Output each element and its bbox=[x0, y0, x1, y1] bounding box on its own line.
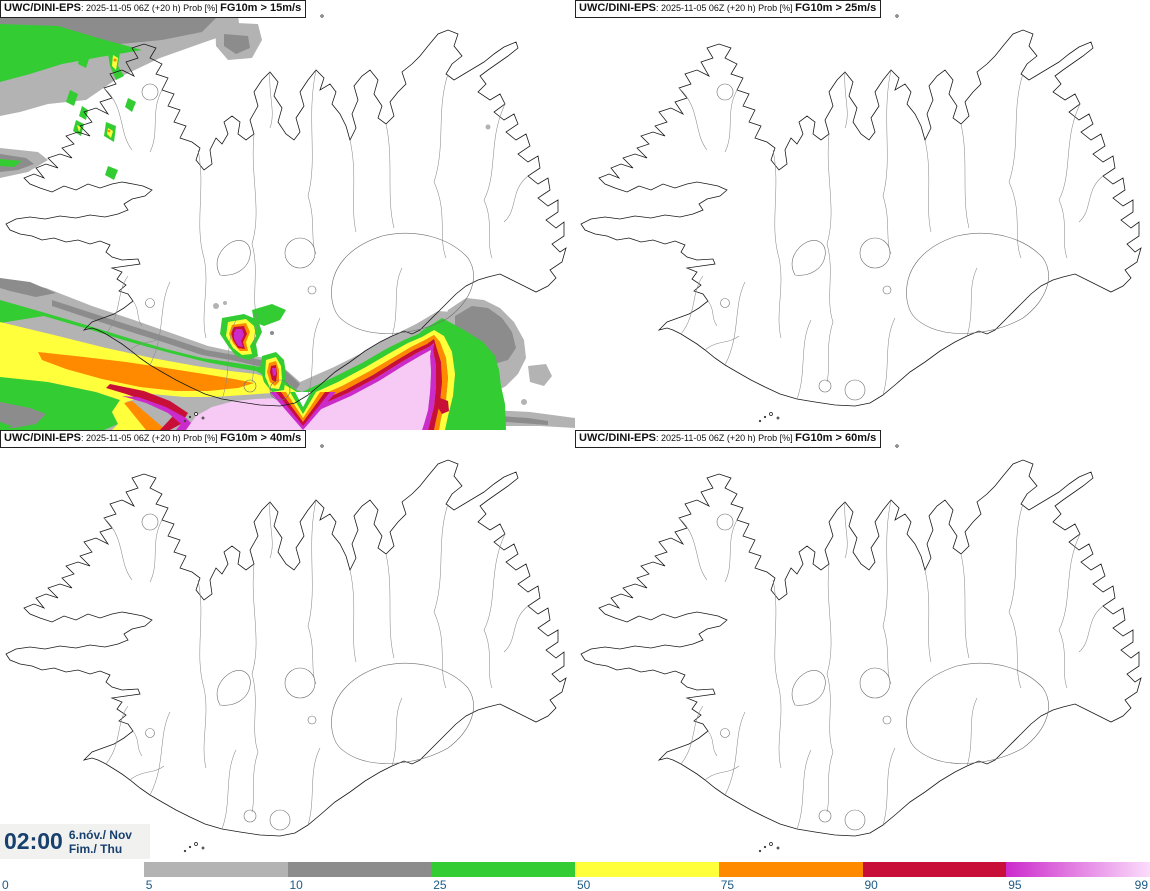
colorbar-tick-25: 25 bbox=[433, 878, 447, 891]
colorbar-tick-75: 75 bbox=[720, 878, 735, 891]
colorbar-segment-75-90 bbox=[718, 862, 863, 877]
colorbar-tick-99: 99 bbox=[1134, 878, 1148, 891]
panel-fg10m-60ms: UWC/DINI-EPS: 2025-11-05 06Z (+20 h) Pro… bbox=[575, 430, 1150, 860]
colorbar-segment-95-99 bbox=[1006, 862, 1150, 877]
model-label: UWC/DINI-EPS bbox=[4, 2, 81, 14]
iceland-map-40ms bbox=[0, 430, 575, 860]
valid-time-box: 02:00 6.nóv./ Nov Fim./ Thu bbox=[0, 824, 150, 859]
probability-colorbar: 0 5 10 25 50 75 90 95 99 bbox=[0, 860, 1150, 891]
model-label: UWC/DINI-EPS bbox=[579, 432, 656, 444]
panel-header-25ms: UWC/DINI-EPS: 2025-11-05 06Z (+20 h) Pro… bbox=[575, 0, 882, 18]
panel-fg10m-40ms: UWC/DINI-EPS: 2025-11-05 06Z (+20 h) Pro… bbox=[0, 430, 575, 860]
valid-date-line1: 6.nóv./ Nov bbox=[68, 827, 132, 842]
probability-overlay-15ms bbox=[0, 16, 575, 430]
colorbar-tick-0: 0 bbox=[2, 878, 9, 891]
threshold-label: FG10m > 25m/s bbox=[795, 2, 877, 14]
threshold-label: FG10m > 40m/s bbox=[220, 432, 302, 444]
panel-fg10m-25ms: UWC/DINI-EPS: 2025-11-05 06Z (+20 h) Pro… bbox=[575, 0, 1150, 430]
iceland-map-15ms bbox=[0, 0, 575, 430]
panel-header-60ms: UWC/DINI-EPS: 2025-11-05 06Z (+20 h) Pro… bbox=[575, 430, 882, 448]
panel-header-40ms: UWC/DINI-EPS: 2025-11-05 06Z (+20 h) Pro… bbox=[0, 430, 307, 448]
run-meta: : 2025-11-05 06Z (+20 h) Prob [%] bbox=[81, 3, 221, 13]
colorbar-track bbox=[0, 862, 1150, 877]
colorbar-tick-90: 90 bbox=[864, 878, 878, 891]
threshold-label: FG10m > 15m/s bbox=[220, 2, 302, 14]
model-label: UWC/DINI-EPS bbox=[579, 2, 656, 14]
colorbar-segment-5-10 bbox=[143, 862, 288, 877]
iceland-map-25ms bbox=[575, 0, 1150, 430]
colorbar-segment-25-50 bbox=[431, 862, 575, 877]
iceland-map-60ms bbox=[575, 430, 1150, 860]
valid-date-line2: Fim./ Thu bbox=[68, 841, 123, 856]
colorbar-segment-90-95 bbox=[862, 862, 1007, 877]
panel-fg10m-15ms: UWC/DINI-EPS: 2025-11-05 06Z (+20 h) Pro… bbox=[0, 0, 575, 430]
colorbar-segment-50-75 bbox=[575, 862, 719, 877]
colorbar-tick-10: 10 bbox=[289, 878, 303, 891]
colorbar-tick-50: 50 bbox=[577, 878, 591, 891]
run-meta: : 2025-11-05 06Z (+20 h) Prob [%] bbox=[656, 433, 796, 443]
colorbar-segment-10-25 bbox=[287, 862, 432, 877]
valid-time: 02:00 bbox=[4, 828, 63, 854]
model-label: UWC/DINI-EPS bbox=[4, 432, 81, 444]
colorbar-tick-5: 5 bbox=[145, 878, 153, 891]
run-meta: : 2025-11-05 06Z (+20 h) Prob [%] bbox=[81, 433, 221, 443]
threshold-label: FG10m > 60m/s bbox=[795, 432, 877, 444]
colorbar-tick-95: 95 bbox=[1008, 878, 1022, 891]
run-meta: : 2025-11-05 06Z (+20 h) Prob [%] bbox=[656, 3, 796, 13]
panel-header-15ms: UWC/DINI-EPS: 2025-11-05 06Z (+20 h) Pro… bbox=[0, 0, 307, 18]
